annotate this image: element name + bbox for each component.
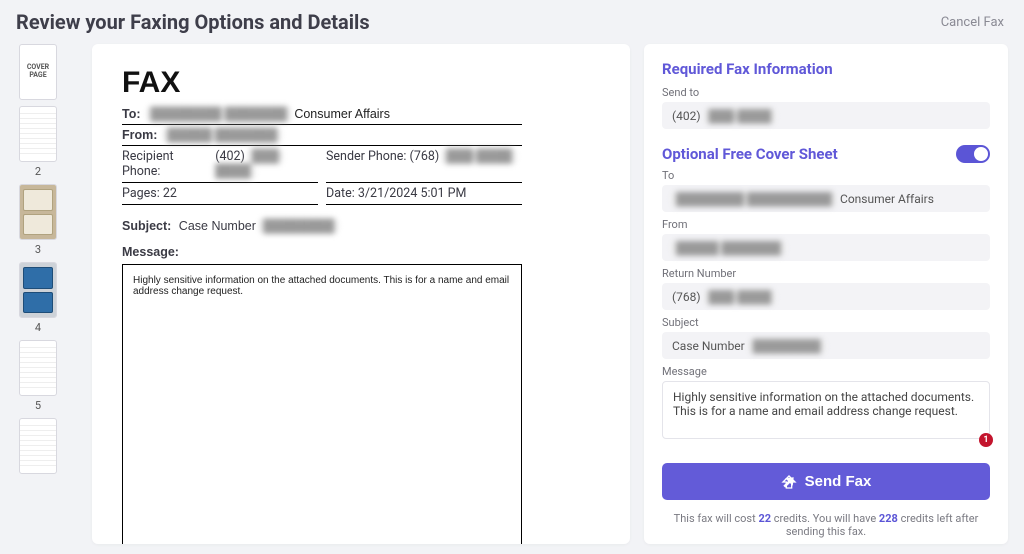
cover-from-field[interactable]: █████ ███████ xyxy=(662,234,990,261)
cover-to-redacted: ████████ ██████████ xyxy=(672,192,836,206)
sender-phone-prefix: (768) xyxy=(410,149,440,164)
send-fax-button[interactable]: Send Fax xyxy=(662,463,990,500)
cover-to-field[interactable]: ████████ ██████████ Consumer Affairs xyxy=(662,185,990,212)
subject-label: Subject: xyxy=(122,219,171,233)
send-to-field[interactable]: (402) ███-████ xyxy=(662,102,990,129)
send-to-label: Send to xyxy=(662,86,990,99)
cover-sheet-toggle[interactable] xyxy=(956,145,990,163)
thumbnail-page[interactable]: 3 xyxy=(18,184,58,256)
thumbnail-page[interactable]: 2 xyxy=(18,106,58,178)
send-fax-label: Send Fax xyxy=(805,473,872,490)
thumbnail-page[interactable]: 5 xyxy=(18,340,58,412)
page-thumbnails-scroll[interactable]: COVER PAGE 2 3 4 5 xyxy=(16,44,78,544)
message-label: Message: xyxy=(122,245,522,259)
pages-value: 22 xyxy=(163,186,177,201)
return-number-redacted: ███-████ xyxy=(705,290,776,304)
cover-message-label: Message xyxy=(662,365,990,378)
cover-from-label: From xyxy=(662,218,990,231)
to-suffix: Consumer Affairs xyxy=(294,107,390,121)
thumbnail-cover-page[interactable]: COVER PAGE xyxy=(18,44,58,100)
return-number-field[interactable]: (768) ███-████ xyxy=(662,283,990,310)
from-redacted: █████ ███████ xyxy=(163,128,281,142)
message-badge: 1 xyxy=(979,433,993,447)
subject-prefix: Case Number xyxy=(179,219,256,233)
fax-heading: FAX xyxy=(122,66,522,100)
thumbnail-number: 3 xyxy=(35,243,41,256)
return-number-prefix: (768) xyxy=(672,290,701,304)
required-section-title: Required Fax Information xyxy=(662,60,990,78)
to-label: To: xyxy=(122,107,141,121)
cost-note: This fax will cost 22 credits. You will … xyxy=(662,512,990,538)
send-to-redacted: ███-████ xyxy=(705,109,776,123)
thumbnail-page[interactable]: 4 xyxy=(18,262,58,334)
cover-subject-prefix: Case Number xyxy=(672,339,745,353)
fax-preview-panel: FAX To: ████████ ███████ Consumer Affair… xyxy=(92,44,630,544)
return-number-label: Return Number xyxy=(662,267,990,280)
cover-from-redacted: █████ ███████ xyxy=(672,241,785,255)
recipient-phone-label: Recipient Phone: xyxy=(122,149,212,179)
cover-message-input[interactable] xyxy=(662,381,990,439)
date-label: Date: xyxy=(326,186,355,201)
date-value: 3/21/2024 5:01 PM xyxy=(358,186,467,201)
cover-subject-label: Subject xyxy=(662,316,990,329)
sender-phone-redacted: ███-████ xyxy=(442,149,515,164)
pages-label: Pages: xyxy=(122,186,160,201)
thumbnail-number: 5 xyxy=(35,399,41,412)
cover-subject-redacted: ████████ xyxy=(749,339,825,353)
cover-section-title: Optional Free Cover Sheet xyxy=(662,145,838,163)
thumbnail-number: 2 xyxy=(35,165,41,178)
fax-form-panel: Required Fax Information Send to (402) █… xyxy=(644,44,1008,544)
subject-redacted: ████████ xyxy=(259,219,338,233)
cancel-fax-link[interactable]: Cancel Fax xyxy=(941,15,1004,30)
to-redacted: ████████ ███████ xyxy=(147,107,291,121)
message-preview-box: Highly sensitive information on the atta… xyxy=(122,264,522,544)
sender-phone-label: Sender Phone: xyxy=(326,149,406,179)
cover-to-label: To xyxy=(662,169,990,182)
page-title: Review your Faxing Options and Details xyxy=(16,10,370,34)
page-thumbnails: COVER PAGE 2 3 4 5 xyxy=(16,44,72,544)
send-to-prefix: (402) xyxy=(672,109,701,123)
from-label: From: xyxy=(122,128,157,142)
recipient-phone-prefix: (402) xyxy=(215,149,245,164)
cover-to-suffix: Consumer Affairs xyxy=(840,192,934,206)
cover-subject-field[interactable]: Case Number ████████ xyxy=(662,332,990,359)
thumbnail-number: 4 xyxy=(35,321,41,334)
send-icon xyxy=(781,474,797,490)
thumbnail-page[interactable] xyxy=(18,418,58,474)
cover-page-label-2: PAGE xyxy=(29,72,46,80)
